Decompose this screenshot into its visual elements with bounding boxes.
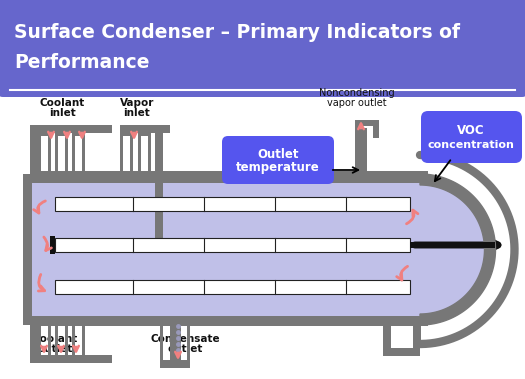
Text: VOC: VOC — [457, 124, 485, 138]
Bar — [38, 133, 51, 136]
Text: Performance: Performance — [14, 53, 150, 72]
Bar — [65, 326, 68, 355]
Bar — [120, 171, 160, 183]
Text: outlet: outlet — [37, 344, 72, 354]
Bar — [130, 133, 133, 175]
Bar — [138, 133, 151, 136]
Bar — [82, 326, 85, 355]
Bar — [30, 316, 428, 326]
Bar — [55, 280, 410, 294]
Bar — [120, 133, 123, 175]
Text: Condensate: Condensate — [150, 334, 220, 344]
FancyBboxPatch shape — [421, 111, 522, 163]
Bar — [32, 174, 420, 183]
Bar — [55, 197, 410, 211]
FancyBboxPatch shape — [32, 183, 420, 316]
Bar — [30, 125, 38, 175]
Bar — [48, 326, 51, 355]
Bar — [383, 348, 420, 356]
FancyBboxPatch shape — [0, 0, 525, 97]
Bar — [72, 133, 85, 136]
Bar — [30, 171, 428, 181]
Text: Noncondensing: Noncondensing — [319, 88, 395, 98]
FancyBboxPatch shape — [222, 136, 334, 184]
Bar — [23, 174, 32, 325]
Bar — [72, 355, 85, 363]
Bar — [383, 316, 420, 326]
Bar — [177, 360, 190, 368]
Text: inlet: inlet — [49, 108, 76, 118]
Text: outlet: outlet — [167, 344, 203, 354]
Bar — [148, 133, 151, 175]
Bar — [32, 316, 420, 325]
Bar — [177, 326, 180, 360]
Bar — [383, 326, 391, 348]
Bar — [30, 125, 112, 133]
Bar — [48, 133, 51, 175]
Text: temperature: temperature — [236, 161, 320, 174]
Bar — [173, 316, 181, 368]
Bar — [120, 133, 133, 136]
Bar — [55, 238, 410, 252]
Bar — [155, 125, 163, 247]
Bar — [50, 236, 55, 254]
Text: Coolant: Coolant — [39, 98, 85, 108]
Bar — [82, 133, 85, 175]
Bar — [30, 355, 112, 363]
Text: inlet: inlet — [123, 108, 150, 118]
Bar — [55, 355, 68, 363]
Bar — [170, 326, 173, 360]
Text: Outlet: Outlet — [257, 149, 299, 161]
Bar — [55, 326, 58, 355]
Text: Coolant: Coolant — [33, 334, 78, 344]
Bar — [55, 133, 68, 136]
Text: Surface Condenser – Primary Indicators of: Surface Condenser – Primary Indicators o… — [14, 22, 460, 41]
Bar — [138, 133, 141, 175]
Bar — [72, 326, 75, 355]
Bar — [38, 326, 41, 355]
Bar — [413, 326, 421, 348]
Bar — [120, 125, 170, 133]
Polygon shape — [420, 183, 487, 316]
Text: concentration: concentration — [427, 140, 514, 150]
Bar — [55, 133, 58, 175]
Bar — [38, 133, 41, 175]
Bar — [112, 171, 122, 183]
Bar — [355, 120, 379, 126]
Bar — [355, 128, 367, 175]
Bar — [160, 326, 163, 360]
Bar — [373, 120, 379, 138]
Bar — [65, 133, 68, 175]
Bar — [410, 242, 495, 248]
Bar — [30, 171, 112, 183]
Bar — [3, 70, 522, 95]
Bar — [187, 326, 190, 360]
Bar — [355, 120, 361, 138]
Text: vapor outlet: vapor outlet — [327, 98, 387, 108]
Bar — [38, 355, 51, 363]
Bar — [160, 360, 173, 368]
Text: Vapor: Vapor — [120, 98, 154, 108]
Bar — [30, 316, 38, 363]
Polygon shape — [420, 174, 496, 325]
Bar — [383, 171, 420, 181]
Bar — [72, 133, 75, 175]
